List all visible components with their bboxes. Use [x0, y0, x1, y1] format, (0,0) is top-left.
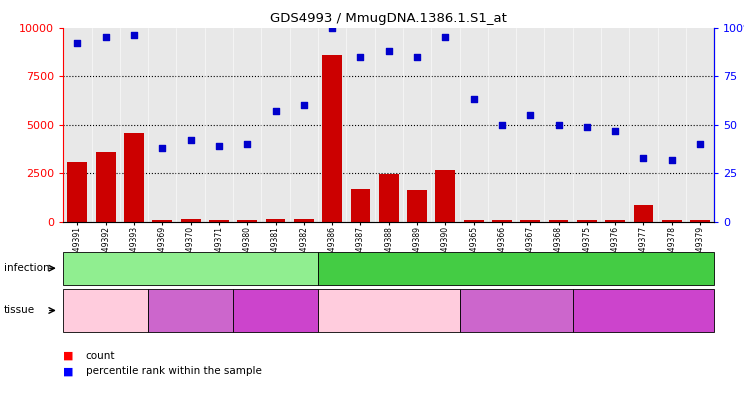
Text: ■: ■: [63, 351, 74, 361]
Text: healthy uninfected: healthy uninfected: [141, 263, 240, 273]
Point: [468, 96, 480, 103]
Bar: [181, 219, 201, 222]
Point: [100, 34, 112, 40]
Point: [213, 143, 225, 149]
Text: colon: colon: [502, 305, 530, 316]
Point: [354, 53, 366, 60]
Point: [694, 141, 706, 147]
Bar: [266, 219, 286, 222]
Point: [298, 102, 310, 108]
Bar: [379, 174, 399, 222]
Bar: [407, 190, 427, 222]
Title: GDS4993 / MmugDNA.1386.1.S1_at: GDS4993 / MmugDNA.1386.1.S1_at: [270, 12, 507, 25]
Point: [128, 32, 140, 39]
Point: [326, 24, 338, 31]
Point: [241, 141, 253, 147]
Bar: [209, 220, 229, 222]
Bar: [237, 220, 257, 222]
Text: jejunum: jejunum: [254, 305, 297, 316]
Point: [440, 34, 452, 40]
Point: [156, 145, 168, 151]
Bar: [322, 55, 342, 222]
Text: simian immunodeficiency virus infected: simian immunodeficiency virus infected: [411, 263, 620, 273]
Bar: [464, 220, 484, 222]
Bar: [96, 152, 115, 222]
Point: [666, 157, 678, 163]
Text: lung: lung: [94, 305, 117, 316]
Point: [553, 122, 565, 128]
Point: [269, 108, 281, 114]
Bar: [124, 132, 144, 222]
Text: ■: ■: [63, 366, 74, 376]
Bar: [435, 169, 455, 222]
Text: colon: colon: [176, 305, 205, 316]
Bar: [294, 219, 314, 222]
Bar: [662, 220, 682, 222]
Text: percentile rank within the sample: percentile rank within the sample: [86, 366, 261, 376]
Bar: [634, 204, 653, 222]
Text: infection: infection: [4, 263, 49, 273]
Point: [185, 137, 196, 143]
Point: [525, 112, 536, 118]
Text: jejunum: jejunum: [622, 305, 664, 316]
Text: count: count: [86, 351, 115, 361]
Bar: [690, 220, 710, 222]
Bar: [68, 162, 87, 222]
Text: tissue: tissue: [4, 305, 35, 316]
Point: [609, 127, 621, 134]
Point: [71, 40, 83, 46]
Point: [581, 123, 593, 130]
Bar: [153, 220, 172, 222]
Bar: [520, 220, 540, 222]
Point: [496, 122, 508, 128]
Text: lung: lung: [377, 305, 400, 316]
Point: [638, 155, 650, 161]
Bar: [350, 189, 371, 222]
Bar: [548, 220, 568, 222]
Bar: [492, 220, 512, 222]
Bar: [606, 220, 625, 222]
Point: [383, 48, 395, 54]
Point: [411, 53, 423, 60]
Bar: [577, 220, 597, 222]
